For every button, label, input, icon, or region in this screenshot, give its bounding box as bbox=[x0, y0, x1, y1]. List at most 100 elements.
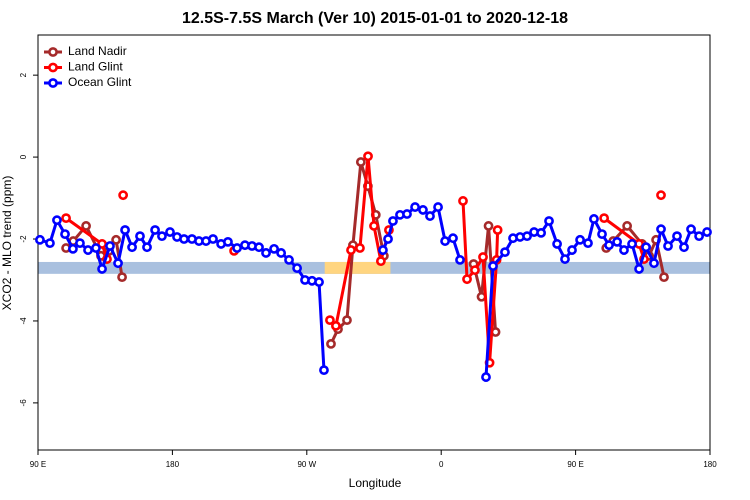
x-tick-label: 180 bbox=[166, 460, 180, 469]
data-point bbox=[223, 236, 233, 247]
data-point bbox=[83, 245, 93, 255]
data-point bbox=[634, 264, 644, 274]
data-point bbox=[179, 234, 189, 244]
data-point bbox=[355, 157, 366, 167]
data-point bbox=[552, 239, 562, 249]
data-point bbox=[462, 274, 472, 285]
data-point bbox=[68, 243, 78, 254]
data-point bbox=[319, 365, 329, 376]
chart-title: 12.5S-7.5S March (Ver 10) 2015-01-01 to … bbox=[182, 10, 568, 27]
data-point bbox=[663, 241, 673, 251]
x-tick-label: 90 E bbox=[567, 460, 583, 469]
legend-marker bbox=[48, 62, 58, 73]
data-point bbox=[261, 248, 271, 258]
y-axis-label: XCO2 - MLO trend (ppm) bbox=[0, 176, 14, 311]
data-point bbox=[599, 213, 610, 224]
data-point bbox=[113, 258, 123, 269]
data-point bbox=[61, 213, 71, 224]
data-point bbox=[276, 248, 287, 258]
data-point bbox=[60, 229, 70, 240]
data-point bbox=[331, 320, 341, 331]
data-point bbox=[597, 229, 607, 240]
data-point bbox=[91, 243, 101, 253]
data-point bbox=[500, 247, 510, 258]
data-point bbox=[686, 224, 696, 235]
data-point bbox=[254, 242, 264, 253]
data-point bbox=[627, 239, 637, 249]
highlight-band bbox=[324, 261, 391, 274]
data-point bbox=[97, 264, 107, 274]
x-tick-label: 180 bbox=[703, 460, 717, 469]
x-tick-label: 0 bbox=[439, 460, 444, 469]
data-point bbox=[111, 234, 122, 245]
y-tick-label: 2 bbox=[19, 72, 28, 77]
data-point bbox=[269, 243, 279, 254]
data-point bbox=[567, 245, 577, 255]
data-point bbox=[425, 211, 435, 221]
data-point bbox=[679, 242, 689, 253]
x-tick-label: 90 W bbox=[297, 460, 316, 469]
data-point bbox=[433, 202, 443, 212]
data-point bbox=[402, 209, 412, 219]
data-point bbox=[120, 225, 130, 235]
data-point bbox=[440, 236, 450, 246]
data-point bbox=[135, 231, 145, 242]
data-point bbox=[118, 190, 129, 201]
data-point bbox=[656, 190, 666, 201]
data-point bbox=[346, 245, 356, 255]
data-point bbox=[292, 263, 302, 274]
data-point bbox=[165, 227, 175, 237]
data-point bbox=[378, 245, 388, 255]
legend-label: Land Nadir bbox=[68, 44, 127, 58]
data-point bbox=[458, 196, 468, 206]
data-point bbox=[470, 265, 480, 276]
series-line bbox=[328, 156, 391, 329]
data-point bbox=[142, 242, 152, 253]
data-point bbox=[604, 240, 614, 251]
data-point bbox=[560, 254, 570, 264]
data-point bbox=[622, 221, 633, 231]
data-point bbox=[326, 338, 336, 349]
data-point bbox=[117, 272, 127, 283]
data-point bbox=[522, 231, 532, 242]
x-axis-label: Longitude bbox=[349, 476, 402, 490]
y-tick-label: -4 bbox=[19, 317, 28, 325]
data-point bbox=[589, 214, 599, 224]
data-point bbox=[355, 243, 365, 253]
data-point bbox=[612, 236, 623, 247]
data-point bbox=[536, 227, 547, 238]
data-point bbox=[52, 215, 62, 226]
data-point bbox=[619, 245, 629, 255]
y-tick-label: -2 bbox=[19, 235, 28, 243]
series-line bbox=[484, 214, 708, 378]
data-point bbox=[369, 221, 379, 231]
data-point bbox=[659, 272, 669, 283]
data-point bbox=[410, 202, 420, 212]
data-point bbox=[492, 225, 503, 235]
data-point bbox=[478, 252, 488, 262]
data-point bbox=[418, 205, 428, 215]
data-point bbox=[157, 231, 167, 242]
data-point bbox=[694, 231, 704, 242]
data-point bbox=[325, 315, 335, 326]
data-point bbox=[284, 255, 294, 265]
data-point bbox=[656, 224, 666, 235]
data-point bbox=[488, 261, 498, 271]
legend-label: Ocean Glint bbox=[68, 75, 132, 89]
data-point bbox=[81, 221, 91, 231]
x-tick-label: 90 E bbox=[30, 460, 46, 469]
data-point bbox=[641, 242, 651, 253]
data-point bbox=[483, 221, 494, 231]
legend-marker bbox=[48, 78, 58, 88]
data-point bbox=[208, 234, 218, 244]
data-point bbox=[232, 243, 242, 253]
data-point bbox=[672, 231, 682, 242]
data-point bbox=[363, 151, 373, 162]
data-point bbox=[544, 216, 554, 226]
data-point bbox=[702, 227, 712, 237]
data-point bbox=[127, 242, 137, 253]
data-point bbox=[575, 234, 585, 245]
data-point bbox=[105, 241, 115, 251]
